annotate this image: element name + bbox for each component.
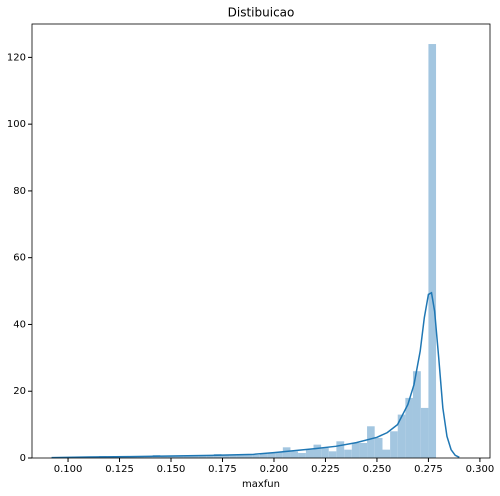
histogram-bar	[321, 447, 329, 458]
histogram-bar	[190, 454, 199, 458]
histogram-bar	[374, 437, 383, 458]
histogram-bar	[213, 453, 222, 458]
histogram-bar	[175, 455, 184, 458]
y-tick-label: 100	[7, 119, 26, 130]
chart-title: Distibuicao	[228, 6, 295, 20]
histogram-bar	[183, 455, 191, 458]
histogram-bar	[405, 397, 413, 458]
histogram-bar	[298, 452, 306, 458]
histogram-bar	[221, 454, 230, 458]
histogram-bar	[252, 454, 260, 458]
histogram-bar	[359, 442, 368, 458]
histogram-bar	[160, 455, 168, 458]
histogram-bar	[428, 44, 437, 459]
kde-line	[51, 291, 460, 459]
histogram-bar	[397, 414, 406, 458]
histogram-bar	[328, 451, 337, 458]
x-tick-label: 0.125	[105, 464, 134, 475]
histogram-bar	[167, 455, 176, 458]
histogram-bar	[206, 454, 214, 458]
histogram-bar	[412, 371, 421, 458]
histogram-bar	[420, 407, 429, 458]
y-tick-label: 40	[13, 319, 26, 330]
x-tick-label: 0.150	[157, 464, 186, 475]
histogram-bar	[137, 456, 145, 458]
x-tick-label: 0.225	[311, 464, 340, 475]
histogram-bar	[351, 442, 360, 458]
x-tick-label: 0.175	[208, 464, 237, 475]
histogram-bar	[198, 454, 207, 458]
histogram-bar	[290, 451, 299, 458]
x-tick-label: 0.200	[260, 464, 289, 475]
histogram-bar	[275, 451, 283, 458]
x-tick-label: 0.250	[363, 464, 392, 475]
histogram-bar	[390, 431, 398, 458]
histogram-bar	[344, 449, 352, 458]
histogram-bar	[382, 449, 391, 458]
histogram-bar	[313, 444, 322, 458]
histogram-bar	[305, 449, 314, 458]
histogram-bar	[244, 454, 253, 458]
histogram-bar	[336, 441, 345, 458]
x-tick-label: 0.100	[54, 464, 83, 475]
y-tick-label: 120	[7, 52, 26, 63]
x-axis-label: maxfun	[242, 479, 280, 490]
axes-frame	[31, 23, 491, 459]
y-tick-label: 20	[13, 386, 26, 397]
histogram-bar	[367, 426, 375, 458]
histogram-bar	[229, 454, 237, 458]
histogram-bar	[282, 447, 291, 458]
y-tick-label: 0	[20, 453, 26, 464]
histogram-bar	[259, 453, 268, 458]
histogram-bar	[267, 452, 276, 458]
y-tick-label: 60	[13, 253, 26, 264]
histogram-bar	[121, 456, 130, 458]
x-tick-label: 0.300	[466, 464, 495, 475]
histogram-bar	[236, 453, 245, 458]
y-tick-label: 80	[13, 186, 26, 197]
x-tick-label: 0.275	[414, 464, 443, 475]
